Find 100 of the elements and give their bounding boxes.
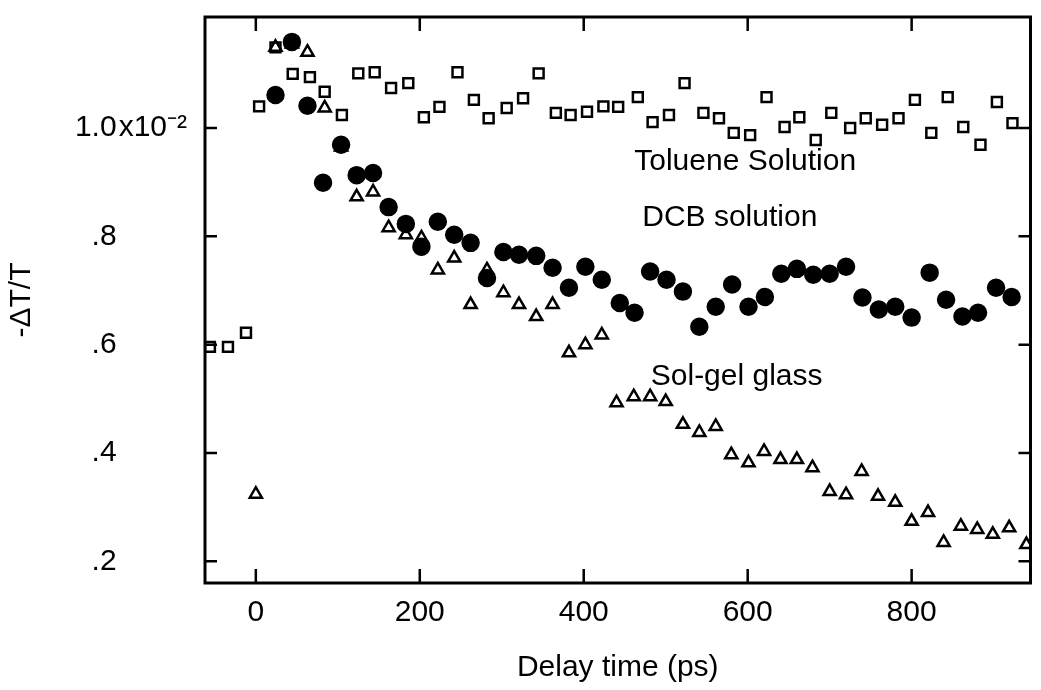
point (986, 278, 1006, 298)
point (723, 446, 739, 460)
point (646, 115, 659, 129)
series-label: Sol-gel glass (650, 357, 823, 391)
point (805, 459, 820, 473)
point (772, 264, 791, 283)
point (936, 534, 951, 548)
point (482, 112, 495, 125)
point (892, 112, 905, 125)
x-axis-title: Delay time (ps) (516, 649, 719, 683)
point (451, 66, 464, 79)
point (559, 278, 579, 298)
x-tick-label: 800 (886, 594, 937, 628)
y-tick-label: .4 (91, 434, 117, 468)
point (463, 296, 478, 310)
point (755, 287, 775, 307)
point (363, 163, 383, 183)
series-label: DCB solution (642, 199, 818, 233)
x-tick-label: 0 (247, 594, 265, 628)
point (402, 76, 415, 90)
point (760, 90, 773, 104)
point (500, 101, 513, 115)
text: x10⁻² (118, 109, 188, 143)
point (885, 297, 905, 317)
point (576, 257, 595, 276)
point (953, 307, 972, 326)
point (347, 165, 366, 185)
point (578, 336, 593, 350)
point (303, 70, 317, 84)
point (609, 394, 624, 408)
point (859, 112, 872, 125)
point (985, 526, 1001, 539)
point (430, 261, 446, 275)
point (286, 67, 299, 81)
point (869, 300, 889, 319)
point (887, 494, 903, 508)
point (379, 197, 398, 217)
y-tick-label: 1.0 (74, 109, 117, 143)
point (902, 308, 921, 327)
point (756, 443, 772, 457)
point (368, 66, 381, 79)
point (1001, 519, 1017, 533)
point (625, 303, 644, 322)
point (727, 126, 740, 140)
point (822, 483, 837, 497)
point (640, 262, 660, 281)
point (854, 463, 869, 477)
point (417, 111, 431, 124)
point (773, 451, 788, 465)
point (870, 488, 886, 502)
point (657, 270, 676, 289)
point (511, 296, 527, 310)
point (298, 96, 317, 116)
point (787, 259, 807, 279)
point (675, 416, 691, 430)
point (509, 245, 529, 265)
point (825, 106, 838, 120)
point (968, 303, 988, 322)
point (564, 108, 577, 122)
point (925, 126, 938, 140)
point (953, 517, 969, 531)
point (352, 67, 365, 80)
point (318, 85, 331, 98)
point (239, 326, 253, 339)
point (706, 297, 725, 317)
point (820, 264, 839, 283)
point (266, 85, 285, 105)
point (936, 290, 956, 309)
point (743, 128, 757, 142)
point (597, 100, 610, 113)
point (626, 388, 642, 402)
y-tick-label: .6 (91, 325, 117, 359)
y-axis-title: -ΔT/T (3, 262, 37, 338)
point (428, 212, 448, 231)
point (793, 111, 806, 124)
point (836, 257, 856, 276)
point (549, 106, 563, 120)
x-tick-label: 400 (558, 594, 609, 628)
point (494, 242, 513, 262)
point (349, 188, 364, 202)
point (543, 258, 562, 278)
point (365, 183, 381, 197)
point (692, 424, 707, 438)
point (526, 246, 546, 266)
point (611, 100, 625, 114)
point (658, 393, 674, 407)
point (990, 95, 1004, 109)
point (708, 418, 724, 432)
point (444, 225, 464, 244)
point (904, 513, 919, 527)
point (920, 504, 936, 518)
point (778, 120, 791, 134)
y-tick-label: .2 (91, 542, 117, 576)
point (545, 296, 560, 310)
point (610, 293, 630, 313)
point (920, 263, 939, 282)
point (843, 121, 857, 135)
point (414, 229, 429, 243)
point (809, 133, 822, 147)
point (252, 100, 266, 113)
